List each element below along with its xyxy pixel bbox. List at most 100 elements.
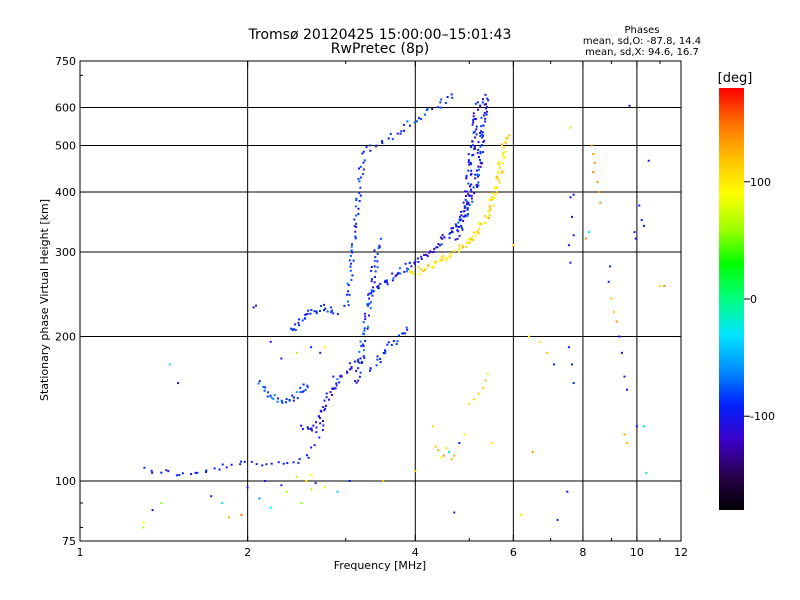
trace-point <box>497 170 500 173</box>
trace-point <box>352 259 355 262</box>
trace-point <box>261 464 264 467</box>
trace-point <box>350 249 353 252</box>
trace-point <box>462 215 465 218</box>
trace-point <box>355 225 358 228</box>
trace-point <box>298 318 301 321</box>
trace-point <box>480 162 483 165</box>
trace-point <box>450 227 453 230</box>
trace-point <box>442 255 445 257</box>
trace-point <box>330 311 333 314</box>
trace-point <box>403 270 406 273</box>
trace-point <box>355 197 358 200</box>
trace-point <box>349 254 352 257</box>
trace-point <box>348 259 351 262</box>
trace-point <box>475 128 478 131</box>
scatter-point <box>252 306 255 309</box>
trace-point <box>362 173 364 175</box>
trace-point <box>303 317 306 320</box>
scatter-point <box>437 449 440 452</box>
y-tick-label: 100 <box>55 475 76 488</box>
trace-point <box>398 267 401 270</box>
trace-point <box>310 309 313 311</box>
trace-point <box>488 216 490 219</box>
trace-point <box>494 186 497 188</box>
trace-point <box>433 247 436 250</box>
scatter-point <box>626 388 628 391</box>
trace-point <box>322 424 325 427</box>
trace-point <box>297 461 300 464</box>
scatter-point <box>556 518 559 521</box>
trace-point <box>318 415 321 418</box>
trace-point <box>476 151 479 154</box>
trace-point <box>454 238 457 241</box>
trace-point <box>291 329 294 331</box>
trace-point <box>466 207 469 210</box>
trace-point <box>294 329 297 331</box>
scatter-point <box>572 193 575 196</box>
trace-point <box>386 283 389 286</box>
trace-point <box>376 285 379 288</box>
trace-point <box>366 303 369 306</box>
trace-point <box>392 277 395 280</box>
trace-point <box>481 101 484 104</box>
trace-point <box>483 221 486 224</box>
trace-point <box>469 185 471 188</box>
scatter-point <box>477 392 480 395</box>
trace-point <box>305 313 308 316</box>
trace-point <box>474 117 477 120</box>
trace-point <box>490 198 493 201</box>
trace-point <box>324 307 327 310</box>
trace-point <box>306 426 309 429</box>
scatter-point <box>623 375 626 378</box>
trace-point <box>472 144 474 147</box>
scatter-point <box>571 215 574 218</box>
trace-point <box>315 310 318 313</box>
trace-point <box>420 118 423 121</box>
trace-point <box>473 145 476 148</box>
scatter-point <box>295 351 298 354</box>
trace-point <box>362 349 365 352</box>
trace-point <box>369 307 372 310</box>
trace-point <box>368 297 371 300</box>
trace-point <box>478 156 480 159</box>
trace-point <box>230 463 233 466</box>
trace-point <box>306 386 309 389</box>
trace-point <box>361 343 364 346</box>
trace-point <box>476 169 478 172</box>
trace-point <box>286 462 289 464</box>
trace-point <box>302 383 305 386</box>
trace-point <box>468 242 471 245</box>
trace-point <box>351 251 354 254</box>
scatter-point <box>482 387 485 390</box>
trace-point <box>323 409 326 412</box>
trace-point <box>376 266 379 269</box>
trace-point <box>478 168 481 171</box>
trace-point <box>493 187 496 190</box>
scatter-point <box>310 488 313 491</box>
trace-point <box>402 123 405 126</box>
trace-point <box>369 149 372 152</box>
trace-point <box>353 218 356 221</box>
trace-point <box>391 279 394 282</box>
trace-point <box>319 310 321 312</box>
trace-point <box>440 106 443 109</box>
scatter-point <box>593 161 596 164</box>
trace-point <box>504 150 507 153</box>
trace-point <box>373 281 376 284</box>
trace-point <box>370 289 373 292</box>
trace-point <box>280 399 283 402</box>
trace-point <box>357 367 360 370</box>
trace-point <box>143 466 146 469</box>
trace-point <box>477 141 480 144</box>
scatter-point <box>635 425 638 428</box>
scatter-point <box>310 346 313 349</box>
trace-point <box>501 162 504 165</box>
trace-point <box>459 215 461 218</box>
trace-point <box>467 193 470 196</box>
trace-point <box>362 355 365 357</box>
trace-point <box>480 130 482 133</box>
trace-point <box>291 394 294 397</box>
trace-point <box>472 115 475 118</box>
trace-point <box>262 385 265 388</box>
trace-point <box>467 202 470 205</box>
